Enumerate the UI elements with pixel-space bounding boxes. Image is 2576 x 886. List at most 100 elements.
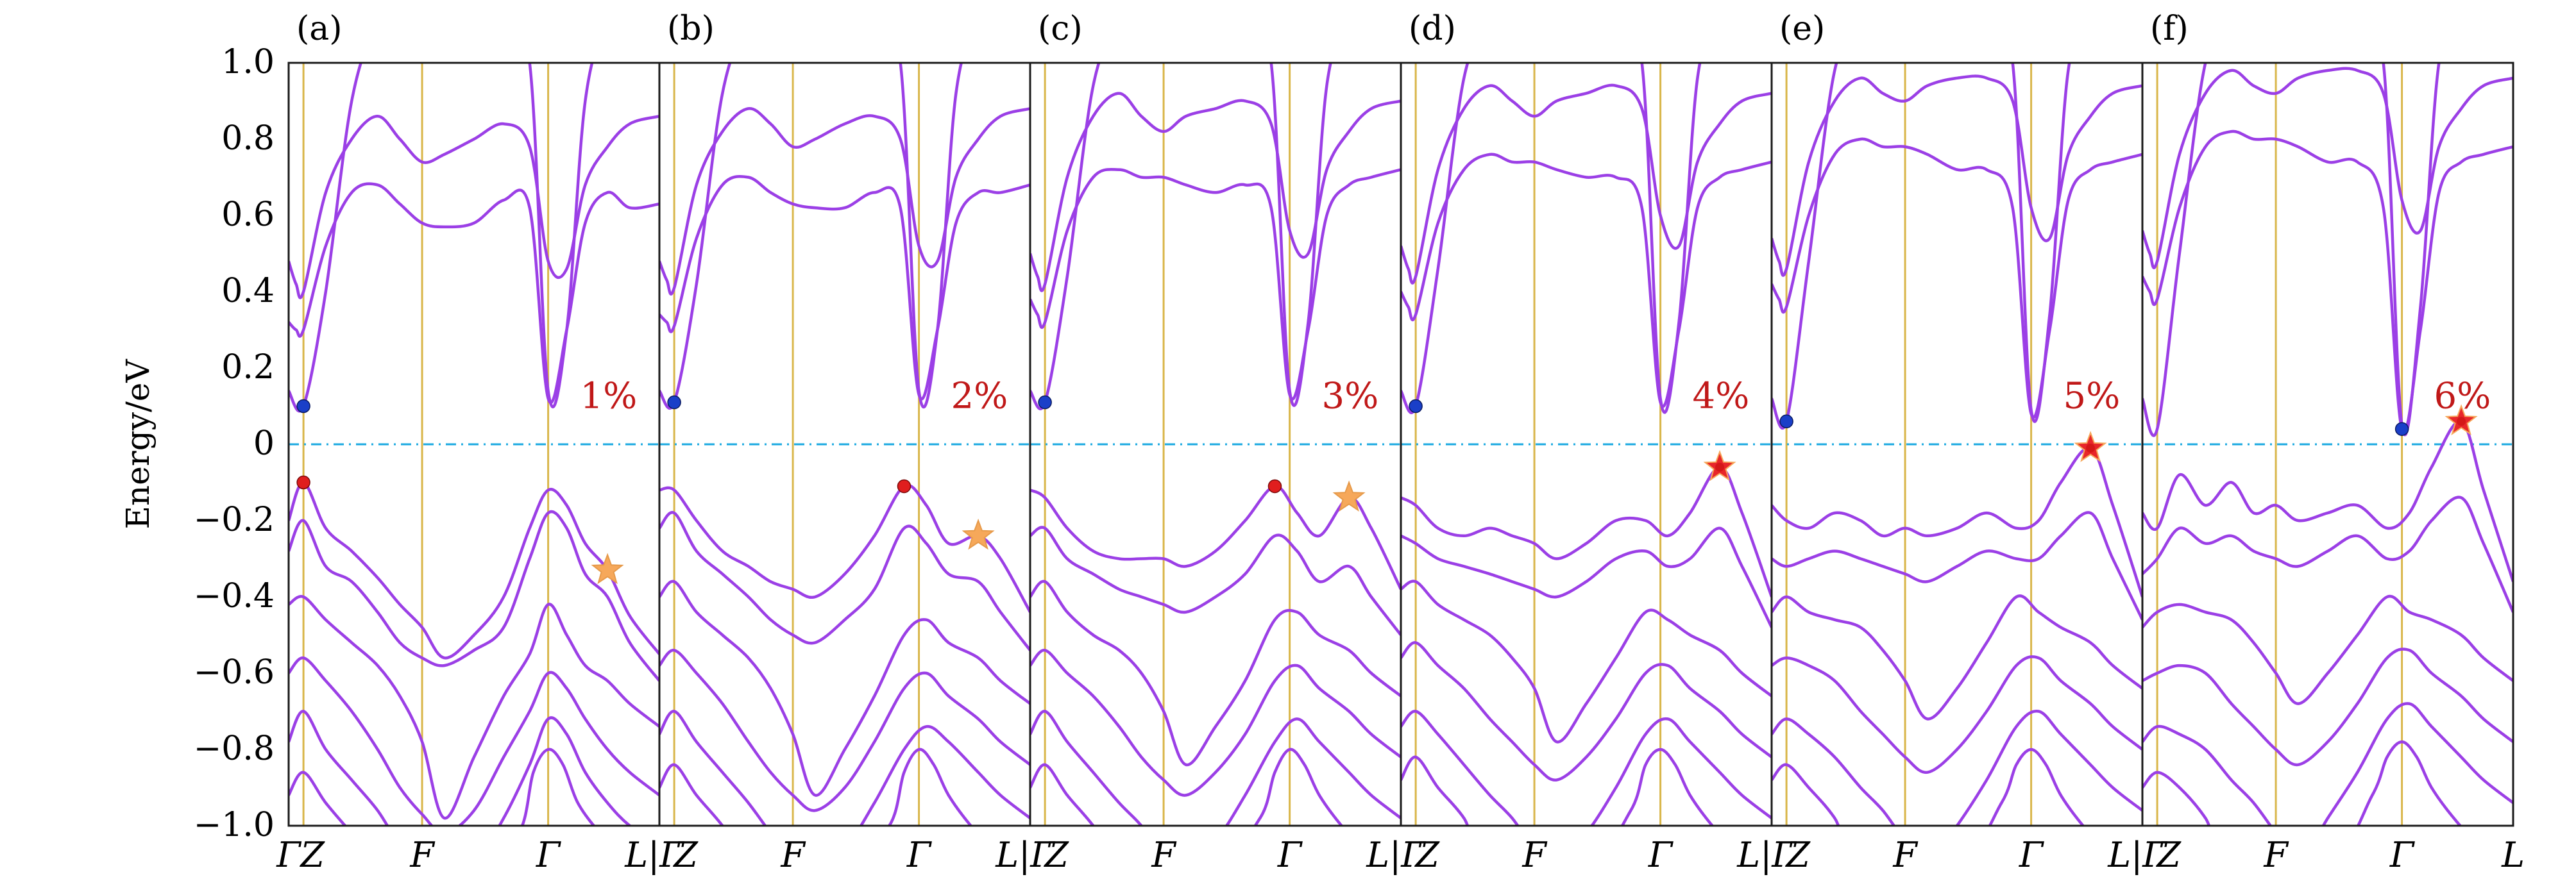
x-tick-label: L|Γ: [1366, 835, 1427, 875]
panel-2: (b) 2%: [658, 10, 1031, 827]
band-line-3: [2142, 63, 2441, 437]
x-tick-label: F: [1151, 835, 1177, 875]
strain-label: 1%: [580, 375, 637, 417]
x-tick-label: Z: [1043, 835, 1069, 875]
panel-label: (a): [296, 10, 343, 48]
x-tick-label: Z: [299, 835, 325, 875]
band-line-7: [289, 656, 659, 826]
band-line-2: [289, 115, 659, 299]
strain-label: 2%: [951, 375, 1008, 417]
band-line-6: [1030, 580, 1401, 767]
band-line-6: [289, 595, 659, 820]
band-line-7: [1030, 649, 1401, 797]
cbm-marker: [2394, 422, 2409, 436]
band-line-8: [659, 710, 1030, 826]
vbm-marker: [897, 479, 911, 494]
band-line-7: [1401, 641, 1772, 782]
star-core: [2086, 443, 2096, 453]
band-line-4: [1401, 465, 1772, 598]
band-line-1: [1772, 137, 2142, 419]
band-line-4: [1772, 446, 2142, 598]
band-line-7: [659, 649, 1030, 812]
band-line-5: [1772, 511, 2142, 621]
band-line-1: [1401, 153, 1772, 408]
cbm-marker: [296, 399, 310, 414]
band-line-8: [1030, 710, 1401, 826]
x-tick-label: L|Γ: [1736, 835, 1797, 875]
x-tick-label: F: [409, 835, 436, 875]
star-marker: [591, 553, 624, 585]
x-tick-label: L|Γ: [2107, 835, 2168, 875]
star-core: [2457, 417, 2466, 426]
band-line-7: [2142, 648, 2513, 767]
band-line-5: [289, 510, 659, 682]
band-line-1: [2142, 130, 2513, 434]
x-tick-label: Γ: [2019, 835, 2045, 875]
band-line-3: [1401, 63, 1702, 414]
band-line-5: [2142, 496, 2513, 613]
panel-1: (a) 1%: [287, 10, 661, 827]
band-line-9: [2142, 740, 2462, 826]
panel-label: (c): [1038, 10, 1083, 48]
vbm-marker: [1267, 479, 1282, 494]
band-group: [1401, 63, 1772, 826]
band-line-3: [1030, 63, 1332, 410]
band-line-7: [1772, 655, 2142, 774]
x-label-layer: Γ Z F Γ L|ΓZ F Γ L|ΓZ F Γ L|ΓZ F Γ L|ΓZ F Γ L|ΓZ F Γ L: [276, 835, 2525, 875]
band-line-8: [2142, 702, 2513, 826]
strain-label: 5%: [2063, 375, 2120, 417]
band-line-5: [1401, 526, 1772, 628]
strain-label: 6%: [2434, 375, 2491, 417]
y-tick-label: −0.4: [194, 577, 275, 615]
band-line-3: [1772, 63, 2071, 430]
x-tick-label: Γ: [536, 835, 562, 875]
cbm-marker: [1779, 414, 1793, 429]
panel-6: (f) 6%: [2141, 10, 2514, 827]
band-line-2: [2142, 67, 2513, 269]
panel-3: (c) 3%: [1029, 10, 1402, 827]
y-tick-label: 0.4: [221, 272, 275, 310]
band-line-1: [289, 182, 659, 405]
band-line-5: [659, 511, 1030, 651]
y-tick-label: −0.2: [194, 501, 275, 539]
x-tick-label: Z: [1784, 835, 1811, 875]
panel-layer: (a) 1% (b) 2% (c) 3% (d) 4% (e) 5% (f) 6%: [287, 10, 2514, 827]
cbm-marker: [667, 395, 681, 410]
x-tick-label: Z: [2155, 835, 2182, 875]
y-tick-label: 0.8: [221, 119, 275, 158]
band-group: [289, 63, 659, 826]
y-tick-label: −1.0: [194, 806, 275, 844]
x-tick-label: Z: [1414, 835, 1440, 875]
band-line-8: [1401, 710, 1772, 826]
band-line-3: [289, 63, 594, 413]
cbm-marker: [1409, 399, 1423, 414]
band-group: [1772, 63, 2142, 826]
band-line-9: [289, 748, 596, 826]
band-line-8: [289, 710, 632, 826]
panel-frame: [2141, 62, 2514, 827]
band-line-3: [659, 63, 963, 410]
band-line-2: [1030, 92, 1401, 292]
band-group: [1030, 63, 1401, 826]
star-core: [1715, 462, 1725, 472]
x-tick-label: Γ: [2389, 835, 2416, 875]
band-line-2: [1772, 74, 2142, 277]
band-line-1: [659, 174, 1030, 401]
x-tick-label: L|Γ: [995, 835, 1056, 875]
x-tick-label: L: [2501, 835, 2525, 875]
vbm-marker: [296, 475, 310, 490]
band-line-9: [1401, 748, 1715, 826]
x-tick-label: F: [780, 835, 806, 875]
band-line-5: [1030, 526, 1401, 636]
y-tick-label: −0.8: [194, 730, 275, 768]
band-line-4: [659, 483, 1030, 613]
y-tick-label: −0.6: [194, 653, 275, 692]
band-line-2: [659, 107, 1030, 296]
panel-label: (b): [667, 10, 715, 48]
band-line-1: [1030, 167, 1401, 401]
band-group: [2142, 63, 2513, 826]
panel-label: (d): [1409, 10, 1456, 48]
panel-label: (f): [2150, 10, 2189, 48]
band-line-6: [1401, 580, 1772, 744]
y-tick-label: 0: [253, 424, 275, 463]
